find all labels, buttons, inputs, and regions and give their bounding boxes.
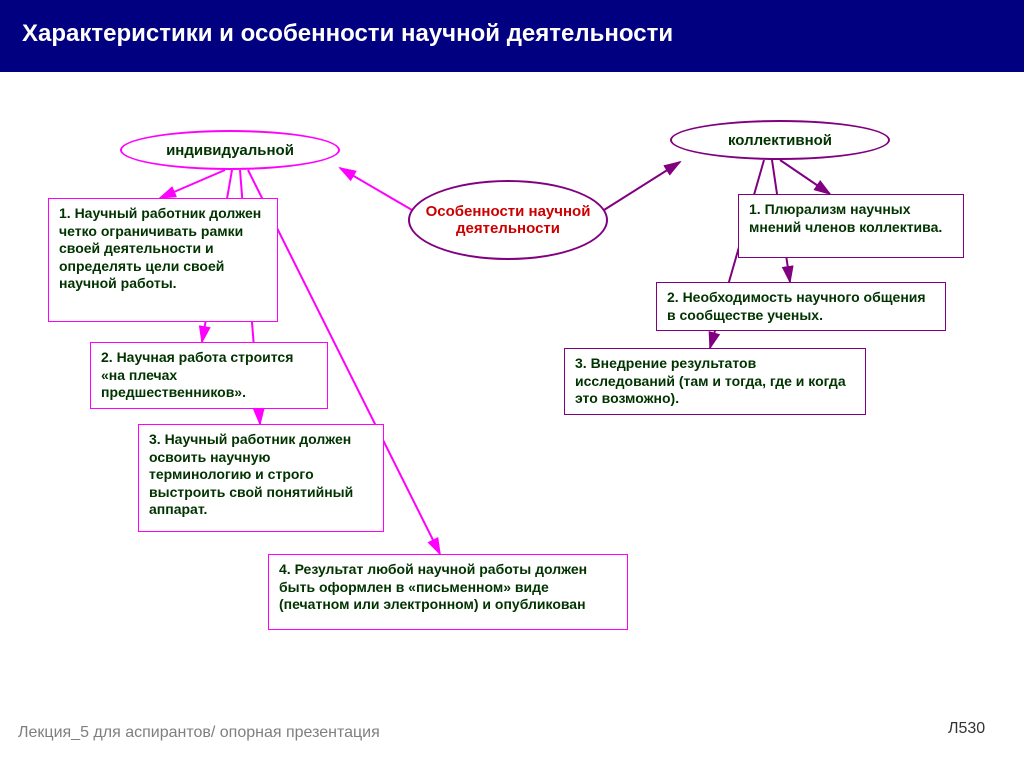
diagram-stage: Особенности научной деятельности индивид… (0, 72, 1024, 767)
center-ellipse: Особенности научной деятельности (408, 180, 608, 260)
right-box-1: 1. Плюрализм научных мнений членов колле… (738, 194, 964, 258)
left-head-text: индивидуальной (166, 142, 294, 159)
left-head-ellipse: индивидуальной (120, 130, 340, 170)
slide-title: Характеристики и особенности научной дея… (22, 20, 673, 47)
center-ellipse-text: Особенности научной деятельности (418, 203, 598, 237)
footer-left: Лекция_5 для аспирантов/ опорная презент… (18, 724, 380, 742)
left-box-3: 3. Научный работник должен освоить научн… (138, 424, 384, 532)
right-head-text: коллективной (728, 132, 832, 149)
left-box-1: 1. Научный работник должен четко огранич… (48, 198, 278, 322)
left-box-4: 4. Результат любой научной работы должен… (268, 554, 628, 630)
left-box-2: 2. Научная работа строится «на плечах пр… (90, 342, 328, 409)
right-box-3: 3. Внедрение результатов исследований (т… (564, 348, 866, 415)
footer-right: Л530 (948, 720, 985, 738)
right-box-2: 2. Необходимость научного общения в сооб… (656, 282, 946, 331)
right-head-ellipse: коллективной (670, 120, 890, 160)
arrow-layer (0, 72, 1024, 767)
slide-header: Характеристики и особенности научной дея… (0, 0, 1024, 72)
